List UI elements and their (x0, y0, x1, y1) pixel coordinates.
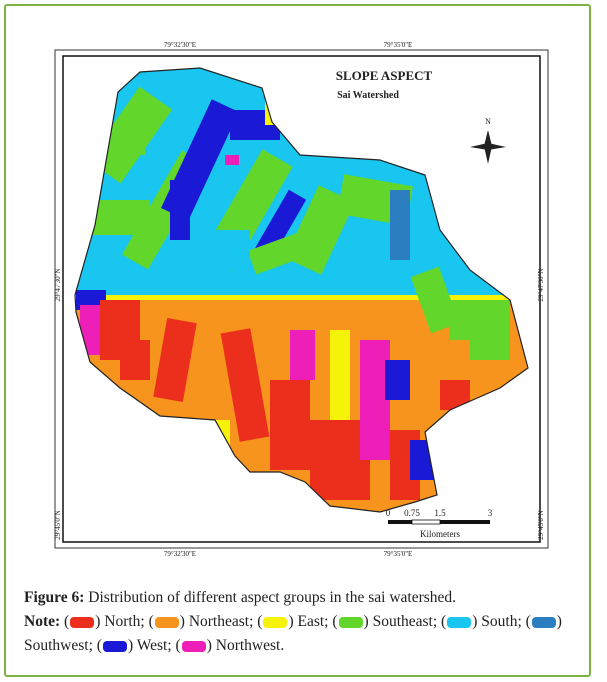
legend-label: Northeast; (188, 613, 254, 630)
aspect-patch (200, 230, 250, 270)
caption-text: Distribution of different aspect groups … (88, 589, 457, 606)
scale-label: 3 (488, 508, 493, 518)
figure-border (4, 4, 591, 677)
bracket: ( (257, 613, 263, 630)
swatch (531, 616, 556, 628)
legend-item: () Northwest. (176, 637, 285, 654)
bracket: ) (95, 613, 101, 630)
scale-label: 0.75 (404, 508, 420, 518)
legend-label: East; (297, 613, 329, 630)
swatch (181, 640, 206, 652)
aspect-patch (330, 330, 350, 420)
legend-label: Northwest. (215, 637, 285, 654)
legend-item: () Northeast; (149, 613, 254, 630)
top-tick: 79°32'30"E (164, 41, 196, 49)
aspect-patch (410, 266, 460, 334)
swatch (154, 616, 179, 628)
swatch (70, 616, 95, 628)
map-subtitle: Sai Watershed (337, 90, 399, 101)
scale-unit: Kilometers (420, 529, 460, 539)
bracket: ( (175, 637, 181, 654)
aspect-patch (120, 115, 145, 155)
swatch (338, 616, 363, 628)
right-tick: 29°45'0"N (537, 510, 545, 539)
aspect-patch (120, 340, 150, 380)
aspect-patch (270, 380, 310, 470)
bracket: ) (288, 613, 294, 630)
caption: Figure 6: Distribution of different aspe… (24, 586, 592, 658)
map-title: SLOPE ASPECT (336, 68, 433, 83)
aspect-patch (247, 230, 313, 275)
aspect-patch (153, 318, 197, 402)
caption-line: Figure 6: Distribution of different aspe… (24, 586, 592, 610)
bracket: ( (525, 613, 531, 630)
figure-label: Figure 6: (24, 589, 85, 606)
aspect-patch (290, 330, 315, 380)
bracket: ( (96, 637, 102, 654)
map: SLOPE ASPECT Sai Watershed N 79°32'30"E … (54, 41, 549, 558)
legend-item: () Southwest; (24, 613, 562, 654)
bottom-tick: 79°32'30"E (164, 550, 196, 558)
legend-label: West; (136, 637, 172, 654)
north-arrow: N (470, 117, 506, 164)
legend-item: () East; (257, 613, 328, 630)
note-label: Note: (24, 613, 61, 630)
legend-label: South; (481, 613, 522, 630)
aspect-patch (253, 189, 307, 261)
bracket: ( (441, 613, 447, 630)
aspect-patch (220, 328, 270, 442)
legend-item: () North; (64, 613, 145, 630)
top-tick: 79°35'0"E (384, 41, 413, 49)
legend-label: North; (104, 613, 145, 630)
swatch (263, 616, 288, 628)
bracket: ) (472, 613, 478, 630)
note: Note: () North; () Northeast; () East; (… (24, 610, 592, 658)
bracket: ) (179, 613, 185, 630)
bottom-tick: 79°35'0"E (384, 550, 413, 558)
left-tick: 29°47'30"N (54, 269, 62, 302)
legend-label: Southeast; (372, 613, 438, 630)
aspect-patch (385, 360, 410, 400)
bracket: ) (206, 637, 212, 654)
scale-label: 1.5 (434, 508, 446, 518)
aspect-patch (170, 180, 190, 240)
right-tick: 29°47'30"N (537, 269, 545, 302)
aspect-patch (225, 155, 239, 165)
legend-item: () Southeast; (332, 613, 437, 630)
bracket: ( (64, 613, 70, 630)
aspect-patch (470, 300, 510, 360)
swatch (447, 616, 472, 628)
bracket: ( (332, 613, 338, 630)
aspect-patch (90, 200, 150, 235)
left-tick: 29°45'0"N (54, 510, 62, 539)
aspect-patch (390, 190, 410, 260)
watershed-outline (74, 67, 529, 513)
bracket: ) (556, 613, 562, 630)
swatch (102, 640, 127, 652)
legend-label: Southwest; (24, 637, 93, 654)
scale-label: 0 (386, 508, 391, 518)
legend-item: () South; (441, 613, 522, 630)
outer-neatline (54, 49, 549, 549)
bracket: ( (148, 613, 154, 630)
legend-item: () West; (97, 637, 172, 654)
north-label: N (485, 117, 491, 126)
bracket: ) (127, 637, 134, 654)
bracket: ) (363, 613, 369, 630)
scale-bar: 0 0.75 1.5 3 Kilometers (386, 508, 493, 539)
